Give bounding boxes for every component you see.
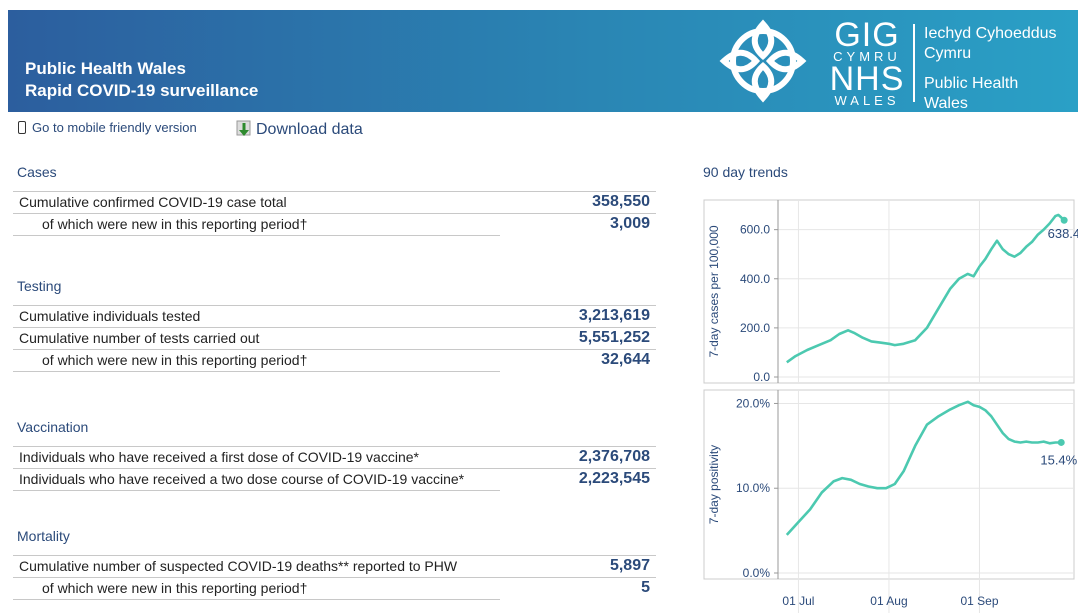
table-divider	[13, 490, 500, 491]
y-axis-label: 7-day cases per 100,000	[707, 225, 721, 357]
x-tick-label: 01 Sep	[960, 594, 998, 608]
logo-gig: GIG	[834, 16, 900, 54]
table-divider	[13, 446, 656, 447]
section-title-vaccination: Vaccination	[17, 419, 89, 435]
page-title-line2: Rapid COVID-19 surveillance	[25, 81, 259, 100]
y-tick-label: 200.0	[740, 321, 770, 335]
row-label: of which were new in this reporting peri…	[42, 216, 308, 232]
table-divider	[13, 371, 500, 372]
row-label: Individuals who have received a first do…	[19, 449, 419, 465]
row-label: Cumulative number of tests carried out	[19, 330, 260, 346]
last-point-marker	[1057, 438, 1065, 446]
table-row: Cumulative individuals tested 3,213,619	[13, 306, 656, 327]
series-line	[785, 400, 1062, 536]
logo-divider	[913, 24, 915, 102]
row-value: 32,644	[601, 351, 650, 368]
y-tick-label: 0.0	[753, 370, 770, 384]
row-label: Cumulative confirmed COVID-19 case total	[19, 194, 287, 210]
row-value: 3,213,619	[578, 307, 650, 324]
row-value: 2,376,708	[578, 448, 650, 465]
row-label: Cumulative individuals tested	[19, 308, 201, 324]
table-divider	[13, 235, 500, 236]
download-data-link[interactable]: Download data	[236, 120, 363, 139]
logo-nhs: NHS	[829, 60, 905, 98]
celtic-knot-logo-icon	[719, 19, 807, 103]
trends-title: 90 day trends	[703, 164, 788, 180]
table-row: Cumulative number of tests carried out 5…	[13, 328, 656, 349]
y-tick-label: 0.0%	[743, 566, 771, 580]
table-row: of which were new in this reporting peri…	[13, 214, 656, 235]
logo-wales: WALES	[834, 93, 900, 108]
table-row: of which were new in this reporting peri…	[13, 350, 656, 371]
y-tick-label: 20.0%	[736, 396, 770, 410]
x-tick-label: 01 Jul	[782, 594, 814, 608]
section-title-cases: Cases	[17, 164, 57, 180]
table-divider	[13, 349, 656, 350]
row-label: of which were new in this reporting peri…	[42, 352, 308, 368]
last-value-label: 638.4	[1048, 226, 1078, 241]
row-label: Individuals who have received a two dose…	[19, 471, 465, 487]
table-divider	[13, 327, 656, 328]
last-point-marker	[1060, 216, 1068, 224]
table-divider	[13, 555, 656, 556]
last-value-label: 15.4%	[1040, 452, 1077, 467]
cases-trend-chart: 600.0 400.0 200.0 0.0 7-day cases per 100,00…	[703, 199, 1078, 384]
logo-cymru: CYMRU	[833, 49, 901, 64]
table-divider	[13, 468, 656, 469]
table-divider	[13, 305, 656, 306]
page-title: Public Health Wales Rapid COVID-19 surve…	[25, 58, 258, 102]
mobile-version-link[interactable]: Go to mobile friendly version	[18, 120, 197, 135]
x-tick-label: 01 Aug	[870, 594, 907, 608]
y-tick-label: 600.0	[740, 223, 770, 237]
row-value: 358,550	[592, 193, 650, 210]
y-axis-label: 7-day positivity	[707, 445, 721, 524]
series-line	[786, 213, 1066, 364]
table-row: Cumulative number of suspected COVID-19 …	[13, 556, 656, 577]
x-axis: 01 Jul 01 Aug 01 Sep	[782, 579, 999, 613]
table-row: of which were new in this reporting peri…	[13, 578, 656, 599]
table-divider	[13, 213, 656, 214]
y-tick-label: 400.0	[740, 272, 770, 286]
table-row: Individuals who have received a two dose…	[13, 469, 656, 490]
logo-org-name: Iechyd Cyhoeddus Cymru Public Health Wal…	[924, 24, 1057, 114]
table-divider	[13, 191, 656, 192]
download-data-link-text[interactable]: Download data	[256, 121, 363, 138]
table-divider	[13, 599, 500, 600]
logo-text-line2: Cymru	[924, 45, 972, 62]
logo-text-line1: Iechyd Cyhoeddus	[924, 25, 1057, 42]
section-title-testing: Testing	[17, 278, 62, 294]
row-value: 5	[641, 579, 650, 596]
positivity-trend-chart: 20.0% 10.0% 0.0% 7-day positivity 15.4%	[703, 389, 1078, 580]
row-value: 2,223,545	[578, 470, 650, 487]
row-label: Cumulative number of suspected COVID-19 …	[19, 558, 458, 574]
row-label: of which were new in this reporting peri…	[42, 580, 308, 596]
download-icon	[236, 120, 251, 136]
mobile-phone-icon	[18, 121, 26, 134]
row-value: 5,897	[609, 557, 650, 574]
trend-charts: 600.0 400.0 200.0 0.0 7-day cases per 100,00…	[703, 199, 1078, 613]
nhs-wales-wordmark: GIG CYMRU NHS WALES	[826, 16, 908, 108]
logo-text-line3: Public Health	[924, 75, 1019, 92]
table-row: Individuals who have received a first do…	[13, 447, 656, 468]
page-title-line1: Public Health Wales	[25, 59, 186, 78]
table-divider	[13, 577, 656, 578]
row-value: 5,551,252	[578, 329, 650, 346]
row-value: 3,009	[609, 215, 650, 232]
logo-text-line4: Wales	[924, 95, 968, 112]
mobile-version-link-text[interactable]: Go to mobile friendly version	[32, 120, 197, 135]
page-header: Public Health Wales Rapid COVID-19 surve…	[8, 10, 1078, 112]
section-title-mortality: Mortality	[17, 528, 70, 544]
table-row: Cumulative confirmed COVID-19 case total…	[13, 192, 656, 213]
y-tick-label: 10.0%	[736, 481, 770, 495]
